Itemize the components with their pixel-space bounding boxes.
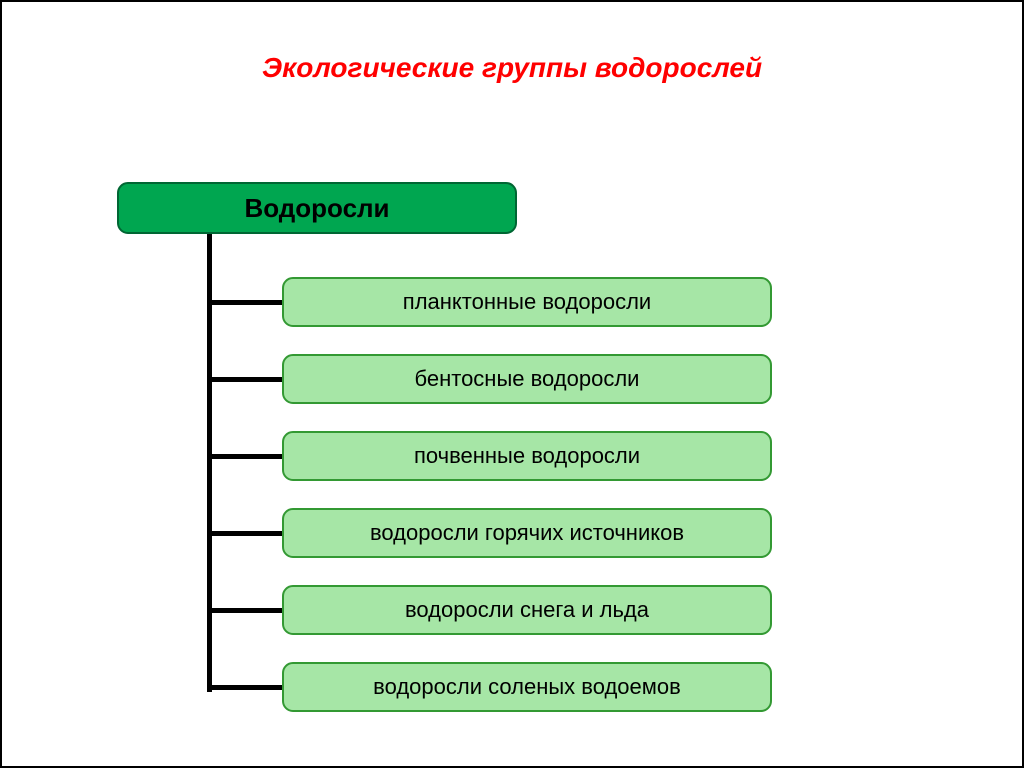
child-node: бентосные водоросли (282, 354, 772, 404)
root-node: Водоросли (117, 182, 517, 234)
child-node: планктонные водоросли (282, 277, 772, 327)
child-node: водоросли горячих источников (282, 508, 772, 558)
connector-branch (207, 300, 282, 305)
connector-branch (207, 685, 282, 690)
connector-branch (207, 531, 282, 536)
diagram-title: Экологические группы водорослей (2, 52, 1022, 84)
child-node: водоросли соленых водоемов (282, 662, 772, 712)
connector-branch (207, 454, 282, 459)
connector-branch (207, 377, 282, 382)
connector-branch (207, 608, 282, 613)
child-node: водоросли снега и льда (282, 585, 772, 635)
child-node: почвенные водоросли (282, 431, 772, 481)
